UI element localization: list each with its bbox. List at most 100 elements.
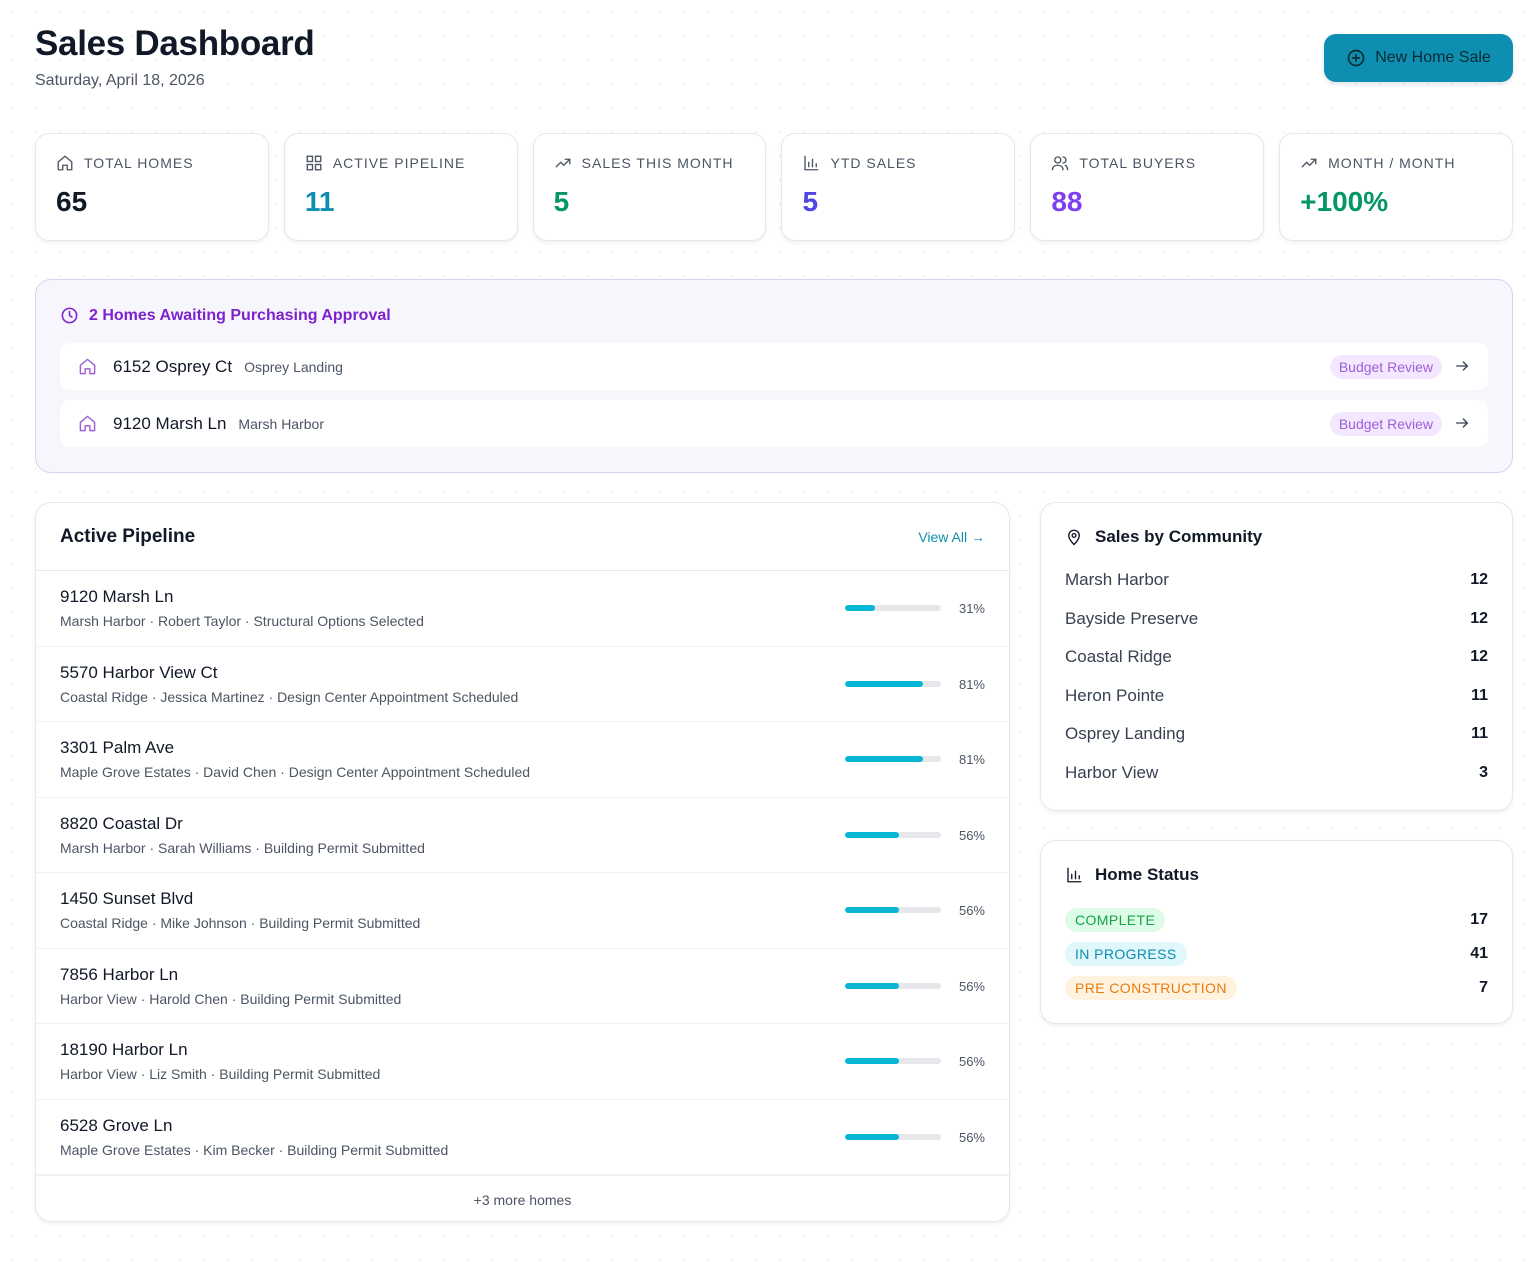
community-count: 12 [1470,609,1488,627]
stat-label: YTD SALES [830,155,917,171]
new-home-sale-label: New Home Sale [1375,49,1491,66]
stat-label: SALES THIS MONTH [581,155,734,171]
progress-bar [845,605,941,611]
pipeline-meta: Harbor View · Harold Chen · Building Per… [60,990,402,1007]
community-list: Marsh Harbor 12 Bayside Preserve 12 Coastal … [1065,561,1488,792]
clock-icon [61,307,78,324]
progress-bar-fill [845,1133,899,1140]
pipeline-meta: Coastal Ridge · Mike Johnson · Building … [60,915,421,931]
progress-bar-fill [845,907,899,913]
pipeline-row[interactable]: 1450 Sunset Blvd Coastal Ridge · Mike Joh… [36,873,1009,949]
stat-value: 5 [802,186,819,217]
page-date: Saturday, April 18, 2026 [35,72,205,89]
stat-value: 88 [1051,186,1083,217]
pipeline-meta: Marsh Harbor · Robert Taylor · Structura… [60,613,424,629]
approval-title: 2 Homes Awaiting Purchasing Approval [60,306,1488,325]
community-count: 11 [1471,686,1488,704]
status-pill: COMPLETE [1065,908,1166,932]
community-row: Coastal Ridge 12 [1065,638,1488,677]
page-header: Sales Dashboard Saturday, April 18, 2026… [35,24,1513,94]
view-all-link[interactable]: View All → [918,529,985,545]
community-name: Coastal Ridge [1065,647,1172,667]
stat-label: ACTIVE PIPELINE [332,155,466,171]
status-count: 7 [1479,979,1488,996]
community-name: Osprey Landing [1065,724,1186,744]
pipeline-meta: Maple Grove Estates · David Chen · Desig… [60,764,531,780]
pipeline-row[interactable]: 18190 Harbor Ln Harbor View · Liz Smith ·… [36,1024,1009,1100]
stat-card-month-over-month: MONTH / MONTH +100% [1279,133,1513,241]
home-icon [79,415,96,432]
page-title: Sales Dashboard [35,24,315,63]
community-title-text: Sales by Community [1095,527,1263,546]
stat-value: 65 [56,186,88,217]
progress-bar [845,1133,941,1140]
stats-row: TOTAL HOMES 65 ACTIVE PIPELINE 11 SALES … [35,133,1513,241]
active-pipeline-panel: Active Pipeline View All → 9120 Marsh Ln… [35,502,1010,1222]
pipeline-title: Active Pipeline [60,525,196,547]
approval-item[interactable]: 6152 Osprey Ct Osprey Landing Budget Rev… [60,343,1488,390]
stat-card-active-pipeline: ACTIVE PIPELINE 11 [283,133,518,241]
pipeline-address: 7856 Harbor Ln [60,964,179,984]
progress-bar-fill [845,1058,899,1064]
pipeline-meta: Harbor View · Liz Smith · Building Permi… [60,1066,381,1082]
progress-percent: 56% [958,827,985,843]
progress-bar [845,831,941,838]
stat-value: 11 [304,186,335,217]
stat-value: +100% [1300,186,1389,217]
arrow-right-icon[interactable] [1454,415,1470,431]
pipeline-meta: Maple Grove Estates · Kim Becker · Build… [60,1141,449,1158]
home-icon [57,155,73,171]
community-count: 12 [1470,571,1488,589]
community-row: Osprey Landing 11 [1065,715,1488,754]
pipeline-row[interactable]: 5570 Harbor View Ct Coastal Ridge · Jessi… [36,647,1009,722]
pipeline-address: 5570 Harbor View Ct [60,662,218,682]
community-row: Heron Pointe 11 [1065,677,1488,716]
more-homes-link[interactable]: +3 more homes [36,1175,1009,1221]
users-icon [1052,156,1069,171]
status-pill: PRE CONSTRUCTION [1065,976,1237,1000]
progress-bar [845,1058,941,1064]
stat-card-ytd-sales: YTD SALES 5 [781,133,1016,241]
progress-bar [845,907,941,913]
stat-card-total-homes: TOTAL HOMES 65 [35,133,269,241]
community-title: Sales by Community [1065,527,1488,547]
stat-label: MONTH / MONTH [1328,155,1456,171]
home-status-title: Home Status [1065,865,1488,885]
community-row: Harbor View 3 [1065,754,1488,793]
progress-percent: 31% [958,601,985,616]
community-count: 3 [1479,763,1488,781]
approval-panel: 2 Homes Awaiting Purchasing Approval 615… [35,279,1513,473]
status-count: 17 [1470,911,1488,928]
progress-bar-fill [845,680,923,687]
pipeline-row[interactable]: 9120 Marsh Ln Marsh Harbor · Robert Taylo… [36,571,1009,647]
community-count: 11 [1471,725,1488,743]
community-name: Bayside Preserve [1065,608,1199,628]
progress-bar [845,680,941,687]
approval-community: Marsh Harbor [238,415,324,432]
pipeline-row[interactable]: 7856 Harbor Ln Harbor View · Harold Chen … [36,949,1009,1024]
progress-bar [845,982,941,989]
bar-chart-icon [1067,867,1082,883]
new-home-sale-button[interactable]: New Home Sale [1324,34,1513,82]
community-name: Harbor View [1065,762,1159,782]
progress-bar-fill [845,605,875,611]
pipeline-row[interactable]: 8820 Coastal Dr Marsh Harbor · Sarah Will… [36,798,1009,873]
grid-icon [306,155,322,171]
status-badge: Budget Review [1329,412,1442,436]
stat-card-total-buyers: TOTAL BUYERS 88 [1030,133,1265,241]
progress-percent: 81% [958,752,985,767]
stat-card-sales-this-month: SALES THIS MONTH 5 [532,133,767,241]
status-pill: IN PROGRESS [1065,942,1187,966]
sales-by-community-card: Sales by Community Marsh Harbor 12 Bayside… [1040,502,1513,811]
approval-item[interactable]: 9120 Marsh Ln Marsh Harbor Budget Review [60,400,1488,447]
home-status-title-text: Home Status [1095,865,1199,884]
arrow-right-icon[interactable] [1454,358,1470,374]
stat-label: TOTAL BUYERS [1079,155,1197,171]
home-icon [79,358,96,375]
approval-address: 9120 Marsh Ln [113,413,227,433]
progress-percent: 56% [958,978,985,994]
pipeline-row[interactable]: 6528 Grove Ln Maple Grove Estates · Kim B… [36,1100,1009,1175]
status-count: 41 [1470,945,1488,962]
plus-circle-icon [1347,49,1365,67]
pipeline-row[interactable]: 3301 Palm Ave Maple Grove Estates · David… [36,722,1009,798]
